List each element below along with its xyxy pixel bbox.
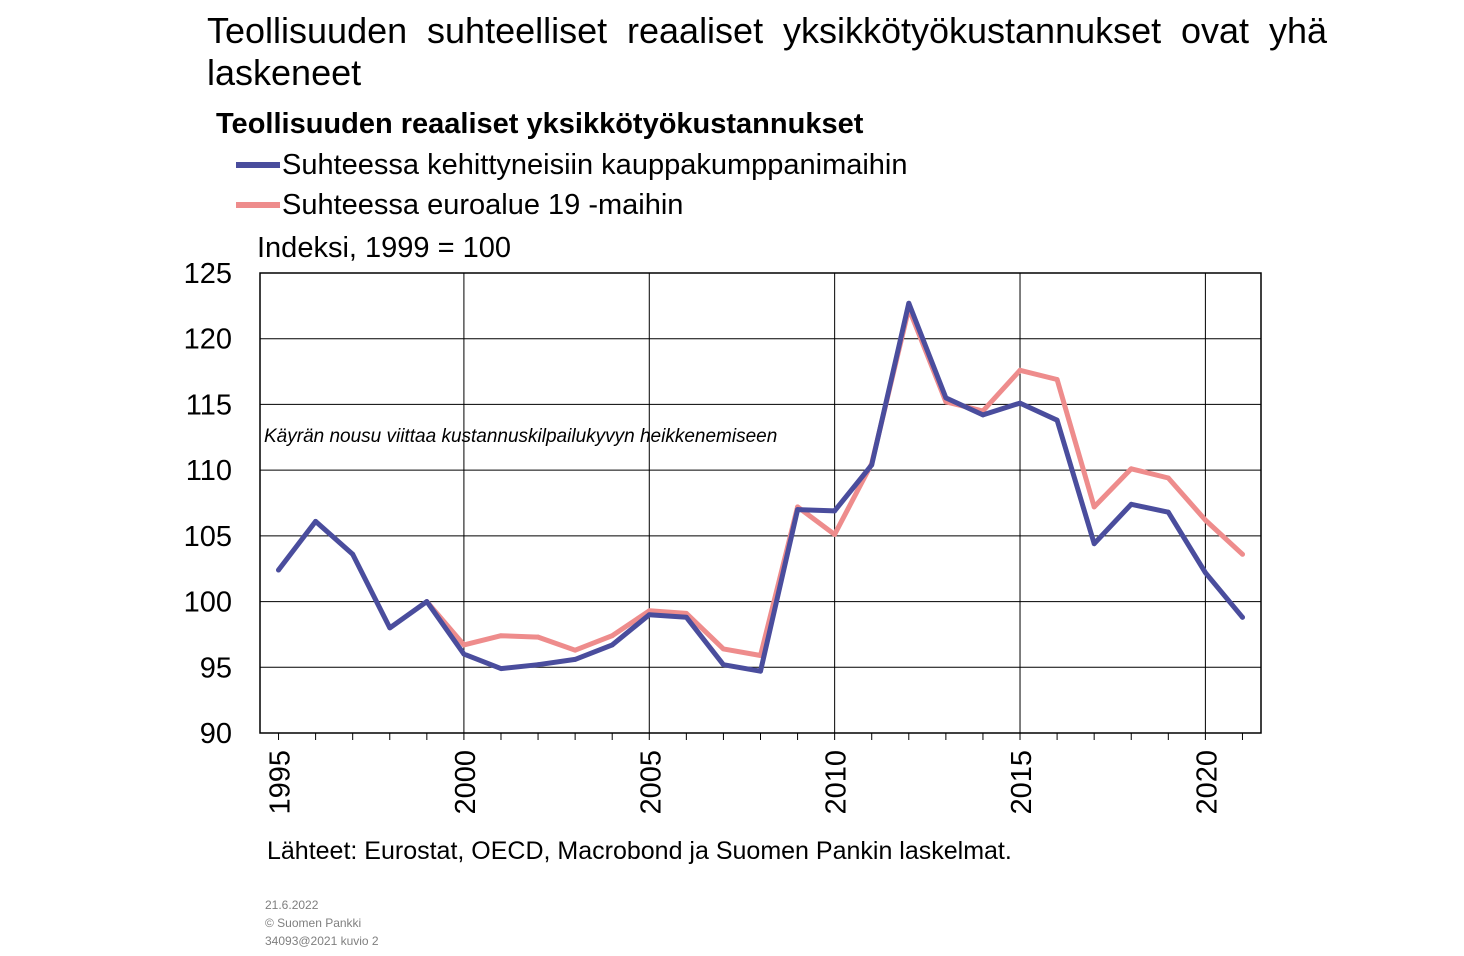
y-tick-label: 105 [184,521,232,553]
data-point-euro-area [1017,367,1023,373]
data-point-euro-area [1165,475,1171,481]
data-point-euro-area [609,633,615,639]
y-tick-label: 115 [186,389,232,421]
data-point-euro-area [1091,504,1097,510]
x-tick-label: 1995 [265,750,297,815]
legend-label-advanced-partners: Suhteessa kehittyneisiin kauppakumppanim… [282,148,908,181]
plot-area [259,272,1262,734]
data-point-euro-area [1202,517,1208,523]
data-point-advanced-partners [1240,614,1245,620]
data-point-advanced-partners [646,612,652,618]
data-point-advanced-partners [980,412,986,418]
x-tick-label: 2000 [450,750,482,815]
data-point-advanced-partners [387,625,393,631]
data-point-advanced-partners [1202,570,1208,576]
data-point-advanced-partners [906,300,912,306]
x-tick-label: 2020 [1191,750,1223,815]
legend-item-euro-area: Suhteessa euroalue 19 -maihin [236,188,683,222]
data-point-euro-area [832,532,838,537]
legend-label-euro-area: Suhteessa euroalue 19 -maihin [282,188,684,221]
data-point-advanced-partners [758,668,763,674]
x-tick-label: 2015 [1006,750,1038,815]
series-line-advanced-partners [276,300,1245,674]
data-point-advanced-partners [572,657,578,662]
legend-swatch-advanced-partners [236,162,280,168]
data-point-euro-area [1054,377,1060,382]
data-point-euro-area [1128,466,1134,472]
data-point-advanced-partners [795,507,800,512]
data-point-euro-area [535,634,541,640]
data-point-euro-area [721,646,726,652]
y-tick-label: 100 [184,587,232,619]
footer-date: 21.6.2022 [265,898,319,912]
data-point-advanced-partners [424,599,430,604]
x-tick-label: 2010 [821,750,853,815]
y-tick-label: 95 [200,652,232,684]
source-note: Lähteet: Eurostat, OECD, Macrobond ja Su… [267,837,1012,865]
chart-title: Teollisuuden reaaliset yksikkötyökustann… [216,108,864,140]
data-point-advanced-partners [683,614,689,620]
y-tick-label: 120 [184,324,232,356]
data-point-advanced-partners [1128,501,1134,507]
data-point-advanced-partners [609,642,615,648]
data-point-euro-area [646,608,652,614]
y-tick-label: 90 [200,718,232,750]
data-point-euro-area [461,642,467,648]
data-point-advanced-partners [535,662,541,668]
footer-copyright: © Suomen Pankki [265,916,362,930]
page-title: Teollisuuden suhteelliset reaaliset yksi… [207,10,1327,93]
y-tick-label: 125 [184,258,232,290]
x-tick-label: 2005 [635,750,667,815]
data-point-advanced-partners [498,666,504,671]
data-point-advanced-partners [350,551,356,557]
footer-code: 34093@2021 kuvio 2 [265,934,379,948]
y-tick-label: 110 [186,455,232,487]
data-point-euro-area [1240,551,1245,557]
data-point-advanced-partners [1091,541,1097,547]
data-point-advanced-partners [943,395,949,401]
data-point-advanced-partners [461,651,467,657]
legend-swatch-euro-area [236,202,280,208]
data-point-euro-area [498,633,504,639]
data-point-euro-area [572,647,578,653]
legend-item-advanced-partners: Suhteessa kehittyneisiin kauppakumppanim… [236,148,908,182]
data-point-euro-area [683,611,689,616]
data-point-advanced-partners [1017,400,1023,406]
data-point-advanced-partners [869,462,875,468]
y-axis-label: Indeksi, 1999 = 100 [257,232,511,264]
data-point-advanced-partners [832,508,838,514]
data-point-advanced-partners [721,662,726,668]
data-point-advanced-partners [276,567,281,573]
chart-annotation: Käyrän nousu viittaa kustannuskilpailuky… [264,426,777,447]
data-point-advanced-partners [1054,417,1060,423]
data-point-advanced-partners [313,519,319,524]
data-point-advanced-partners [1165,509,1171,515]
